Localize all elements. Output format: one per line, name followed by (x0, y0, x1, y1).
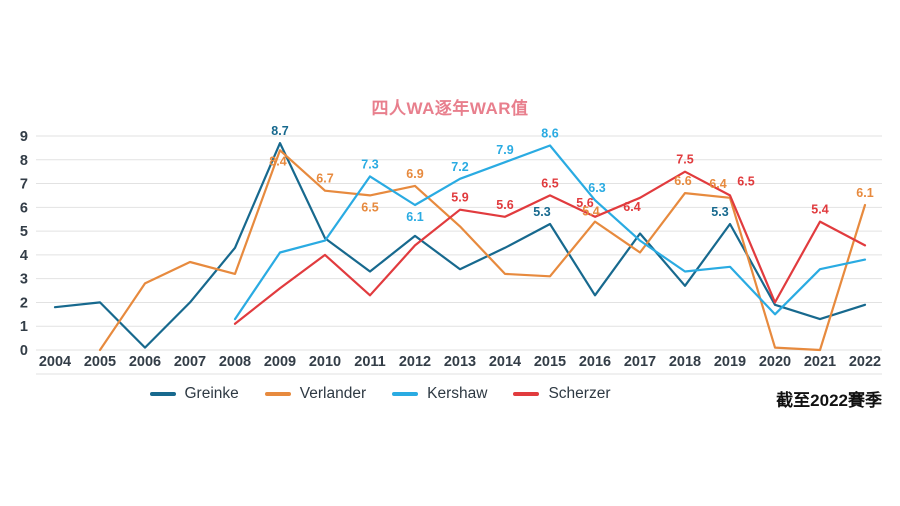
point-label-greinke-2019: 5.3 (711, 205, 728, 219)
x-axis-tick-label: 2019 (714, 354, 746, 370)
point-label-scherzer-2017: 6.4 (623, 200, 640, 214)
series-line-kershaw (233, 144, 867, 321)
point-label-verlander-2018: 6.6 (674, 174, 691, 188)
x-axis-tick-label: 2022 (849, 354, 881, 370)
legend-swatch-kershaw (392, 392, 419, 396)
x-axis-tick-label: 2011 (354, 354, 385, 370)
series-line-greinke (53, 142, 867, 349)
x-axis-tick-label: 2009 (264, 354, 296, 370)
legend-swatch-greinke (149, 392, 176, 396)
y-axis-tick-label: 0 (20, 343, 28, 359)
point-label-greinke-2009: 8.7 (271, 124, 288, 138)
legend-swatch-scherzer (513, 392, 540, 396)
point-label-scherzer-2016: 5.6 (576, 196, 593, 210)
point-label-verlander-2011: 6.5 (361, 200, 378, 214)
series-line-scherzer (233, 170, 867, 325)
legend-item-verlander[interactable]: Verlander (264, 385, 367, 403)
y-axis-tick-label: 3 (20, 272, 28, 288)
point-label-verlander-2012: 6.9 (406, 167, 423, 181)
x-axis-tick-label: 2013 (444, 354, 476, 370)
x-axis-tick-label: 2006 (129, 354, 161, 370)
x-axis-tick-label: 2016 (579, 354, 611, 370)
point-label-scherzer-2019: 6.5 (737, 174, 754, 188)
x-axis-tick-label: 2018 (669, 354, 701, 370)
x-axis-tick-label: 2020 (759, 354, 791, 370)
y-axis-tick-label: 7 (20, 177, 28, 193)
point-label-verlander-2010: 6.7 (316, 172, 333, 186)
point-label-kershaw-2016: 6.3 (588, 181, 605, 195)
legend-item-kershaw[interactable]: Kershaw (392, 385, 487, 403)
legend-swatch-verlander (264, 392, 291, 396)
point-label-kershaw-2013: 7.2 (451, 160, 468, 174)
x-axis-tick-label: 2015 (534, 354, 566, 370)
point-label-verlander-2016: 5.4 (582, 205, 599, 219)
x-axis-tick-label: 2007 (174, 354, 206, 370)
legend-label: Scherzer (548, 385, 611, 402)
y-axis-tick-label: 9 (20, 129, 28, 145)
legend-item-greinke[interactable]: Greinke (149, 385, 239, 403)
x-axis-tick-label: 2014 (489, 354, 521, 370)
chart-legend: Greinke Verlander Kershaw Scherzer (0, 385, 760, 403)
point-label-scherzer-2015: 6.5 (541, 176, 558, 190)
point-label-scherzer-2021: 5.4 (811, 203, 828, 217)
x-axis-tick-label: 2004 (39, 354, 71, 370)
point-label-verlander-2019: 6.4 (709, 177, 726, 191)
legend-label: Kershaw (427, 385, 488, 402)
y-axis-tick-label: 5 (20, 224, 28, 240)
x-axis-tick-label: 2005 (84, 354, 116, 370)
point-label-kershaw-2014: 7.9 (496, 143, 513, 157)
point-label-verlander-2009: 8.4 (269, 154, 286, 168)
series-line-verlander (98, 149, 867, 352)
y-axis-tick-label: 2 (20, 295, 28, 311)
x-axis-tick-label: 2010 (309, 354, 341, 370)
legend-label: Greinke (184, 385, 239, 402)
chart-footnote: 截至2022賽季 (776, 391, 882, 410)
chart-title: 四人WA逐年WAR值 (371, 99, 529, 118)
y-axis-tick-label: 6 (20, 200, 28, 216)
point-label-kershaw-2015: 8.6 (541, 127, 558, 141)
point-label-kershaw-2012: 6.1 (406, 210, 423, 224)
x-axis-tick-label: 2017 (624, 354, 656, 370)
point-label-scherzer-2018: 7.5 (676, 153, 693, 167)
legend-item-scherzer[interactable]: Scherzer (513, 385, 610, 403)
point-label-scherzer-2014: 5.6 (496, 198, 513, 212)
x-axis-tick-label: 2021 (804, 354, 836, 370)
point-label-scherzer-2013: 5.9 (451, 191, 468, 205)
y-axis-tick-label: 8 (20, 153, 28, 169)
point-label-kershaw-2011: 7.3 (361, 157, 378, 171)
x-axis-tick-label: 2008 (219, 354, 251, 370)
legend-label: Verlander (299, 385, 367, 402)
point-label-greinke-2015: 5.3 (533, 205, 550, 219)
point-label-verlander-2022: 6.1 (856, 186, 873, 200)
y-axis-tick-label: 4 (20, 248, 28, 264)
y-axis-tick-label: 1 (20, 319, 28, 335)
x-axis-tick-label: 2012 (399, 354, 431, 370)
